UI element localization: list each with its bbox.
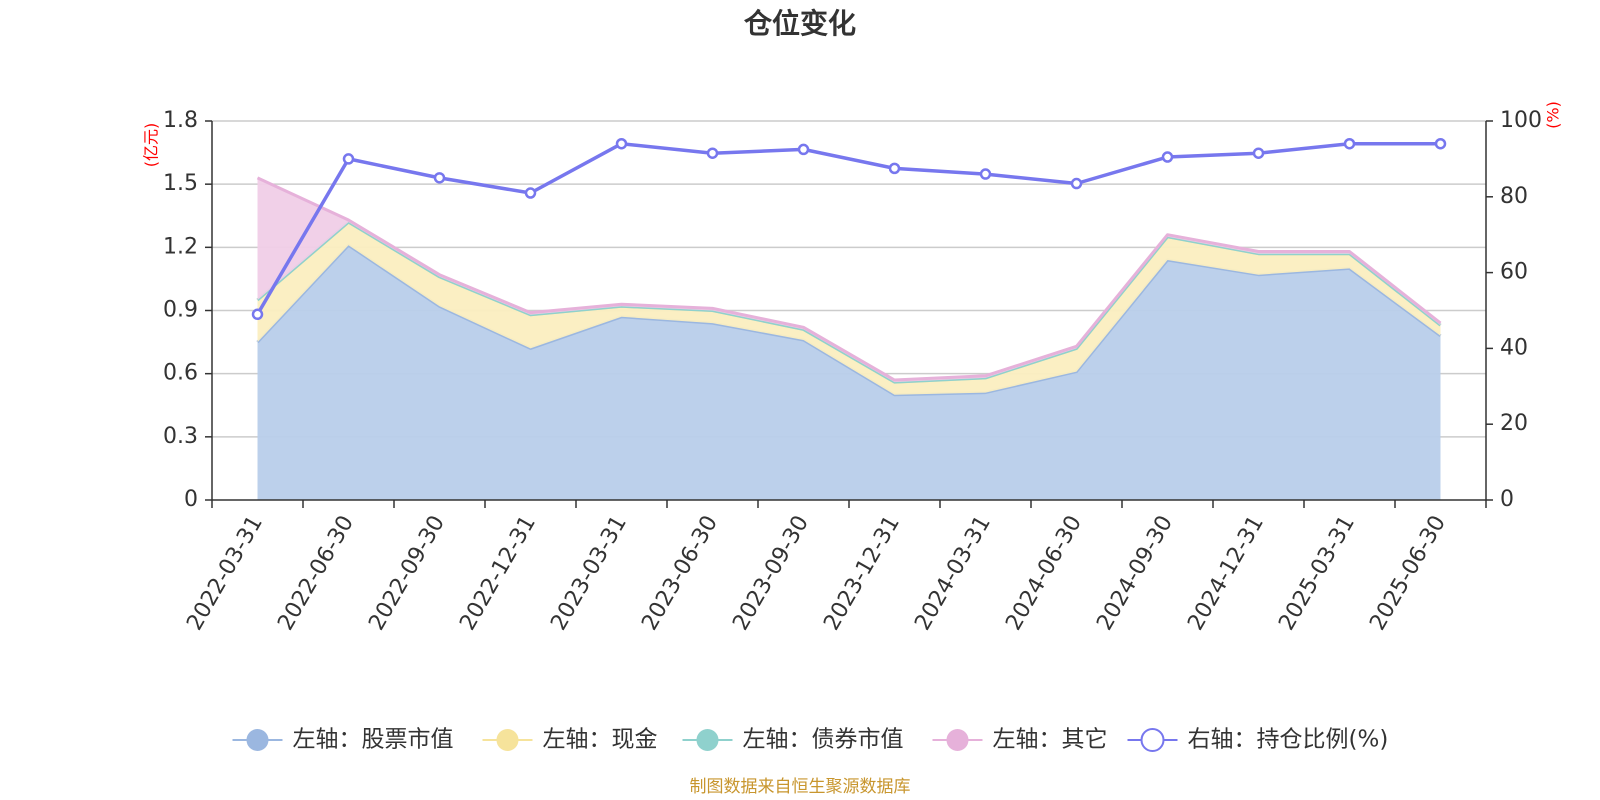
left-tick-label: 0 xyxy=(184,487,198,512)
x-tick-label: 2024-03-31 xyxy=(910,512,996,635)
ratio-point xyxy=(888,162,901,175)
legend-item: 左轴：其它 xyxy=(932,727,1108,753)
ratio-point xyxy=(1161,151,1174,163)
legend-circle-icon xyxy=(1140,728,1165,752)
ratio-line xyxy=(255,141,1441,316)
ratio-point xyxy=(615,137,628,150)
ratio-point xyxy=(433,172,446,184)
left-tick-label: 1.8 xyxy=(163,108,198,133)
legend-item: 左轴：股票市值 xyxy=(232,727,454,753)
right-tick-label: 20 xyxy=(1500,411,1528,436)
ratio-point xyxy=(251,308,264,321)
x-tick-label: 2023-12-31 xyxy=(819,512,905,635)
legend-label: 左轴：其它 xyxy=(993,727,1108,753)
legend-dot-icon xyxy=(246,729,269,751)
left-tick-label: 0.3 xyxy=(163,424,198,449)
right-tick-label: 0 xyxy=(1500,487,1514,512)
area-fill-左轴：股票市值 xyxy=(257,245,1441,500)
right-tick-label: 60 xyxy=(1500,260,1528,285)
area-series xyxy=(256,176,1442,500)
ratio-point xyxy=(1434,137,1447,150)
legend-label: 左轴：股票市值 xyxy=(293,727,454,753)
x-tick-label: 2023-06-30 xyxy=(637,512,723,635)
x-tick-label: 2023-09-30 xyxy=(728,512,814,635)
legend: 左轴：股票市值 左轴：现金 左轴：债券市值 左轴：其它 右轴：持仓比例(%) xyxy=(232,727,1389,753)
ratio-point xyxy=(1343,137,1356,150)
legend-label: 右轴：持仓比例(%) xyxy=(1188,727,1389,753)
legend-dot-icon xyxy=(496,729,519,751)
x-tick-label: 2025-06-30 xyxy=(1365,512,1451,635)
left-axis-unit: (亿元) xyxy=(142,123,161,168)
x-tick-label: 2022-12-31 xyxy=(455,512,541,635)
x-tick-label: 2022-09-30 xyxy=(364,512,450,635)
ratio-point xyxy=(342,153,355,165)
legend-item: 右轴：持仓比例(%) xyxy=(1127,727,1389,753)
left-tick-label: 1.5 xyxy=(163,171,198,196)
source-note: 制图数据来自恒生聚源数据库 xyxy=(690,777,911,797)
right-tick-label: 40 xyxy=(1500,335,1528,360)
ratio-point xyxy=(706,147,719,159)
x-tick-label: 2024-12-31 xyxy=(1183,512,1269,635)
legend-dot-icon xyxy=(696,729,719,751)
left-tick-label: 0.9 xyxy=(163,298,198,323)
x-tick-label: 2025-03-31 xyxy=(1274,512,1360,635)
ratio-point xyxy=(797,143,810,156)
right-tick-label: 100 xyxy=(1500,108,1542,133)
ratio-point xyxy=(1252,147,1265,159)
legend-label: 左轴：债券市值 xyxy=(743,727,904,753)
legend-dot-icon xyxy=(946,729,969,751)
left-tick-label: 1.2 xyxy=(163,234,198,259)
ratio-series xyxy=(251,137,1447,321)
legend-label: 左轴：现金 xyxy=(543,727,658,753)
x-tick-label: 2023-03-31 xyxy=(546,512,632,635)
ratio-point xyxy=(1070,177,1083,190)
right-axis-unit: (%) xyxy=(1544,101,1563,129)
legend-item: 左轴：债券市值 xyxy=(682,727,904,753)
ratio-point xyxy=(979,168,992,180)
ratio-point xyxy=(524,187,537,199)
chart-title: 仓位变化 xyxy=(744,7,856,40)
area-line-左轴：其它 xyxy=(256,176,1442,382)
legend-item: 左轴：现金 xyxy=(482,727,658,753)
x-tick-label: 2022-03-31 xyxy=(182,512,268,635)
right-tick-label: 80 xyxy=(1500,184,1528,209)
x-tick-label: 2024-09-30 xyxy=(1092,512,1178,635)
left-tick-label: 0.6 xyxy=(163,361,198,386)
x-tick-label: 2022-06-30 xyxy=(273,512,359,635)
x-tick-label: 2024-06-30 xyxy=(1001,512,1087,635)
